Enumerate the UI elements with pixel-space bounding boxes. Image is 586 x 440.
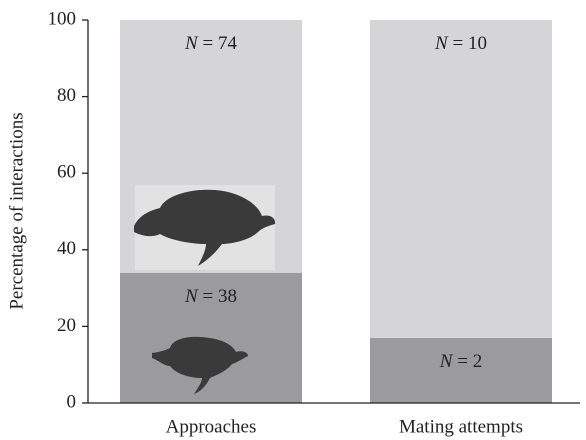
data-label: N = 74 xyxy=(184,33,237,54)
y-axis-label: Percentage of interactions xyxy=(6,112,27,309)
data-label: N = 10 xyxy=(434,33,487,54)
x-tick-label: Mating attempts xyxy=(399,416,523,437)
y-tick-label: 100 xyxy=(48,8,77,29)
y-tick-label: 80 xyxy=(57,85,76,106)
data-label: N = 38 xyxy=(184,286,237,307)
data-label: N = 2 xyxy=(439,351,482,372)
x-tick-label: Approaches xyxy=(166,416,257,437)
bar-segment xyxy=(370,20,552,338)
y-tick-label: 40 xyxy=(57,238,76,259)
y-tick-label: 0 xyxy=(67,391,77,412)
y-tick-label: 60 xyxy=(57,162,76,183)
y-tick-label: 20 xyxy=(57,315,76,336)
chart: Percentage of interactions 0 20 40 60 80 100 A… xyxy=(0,0,586,440)
